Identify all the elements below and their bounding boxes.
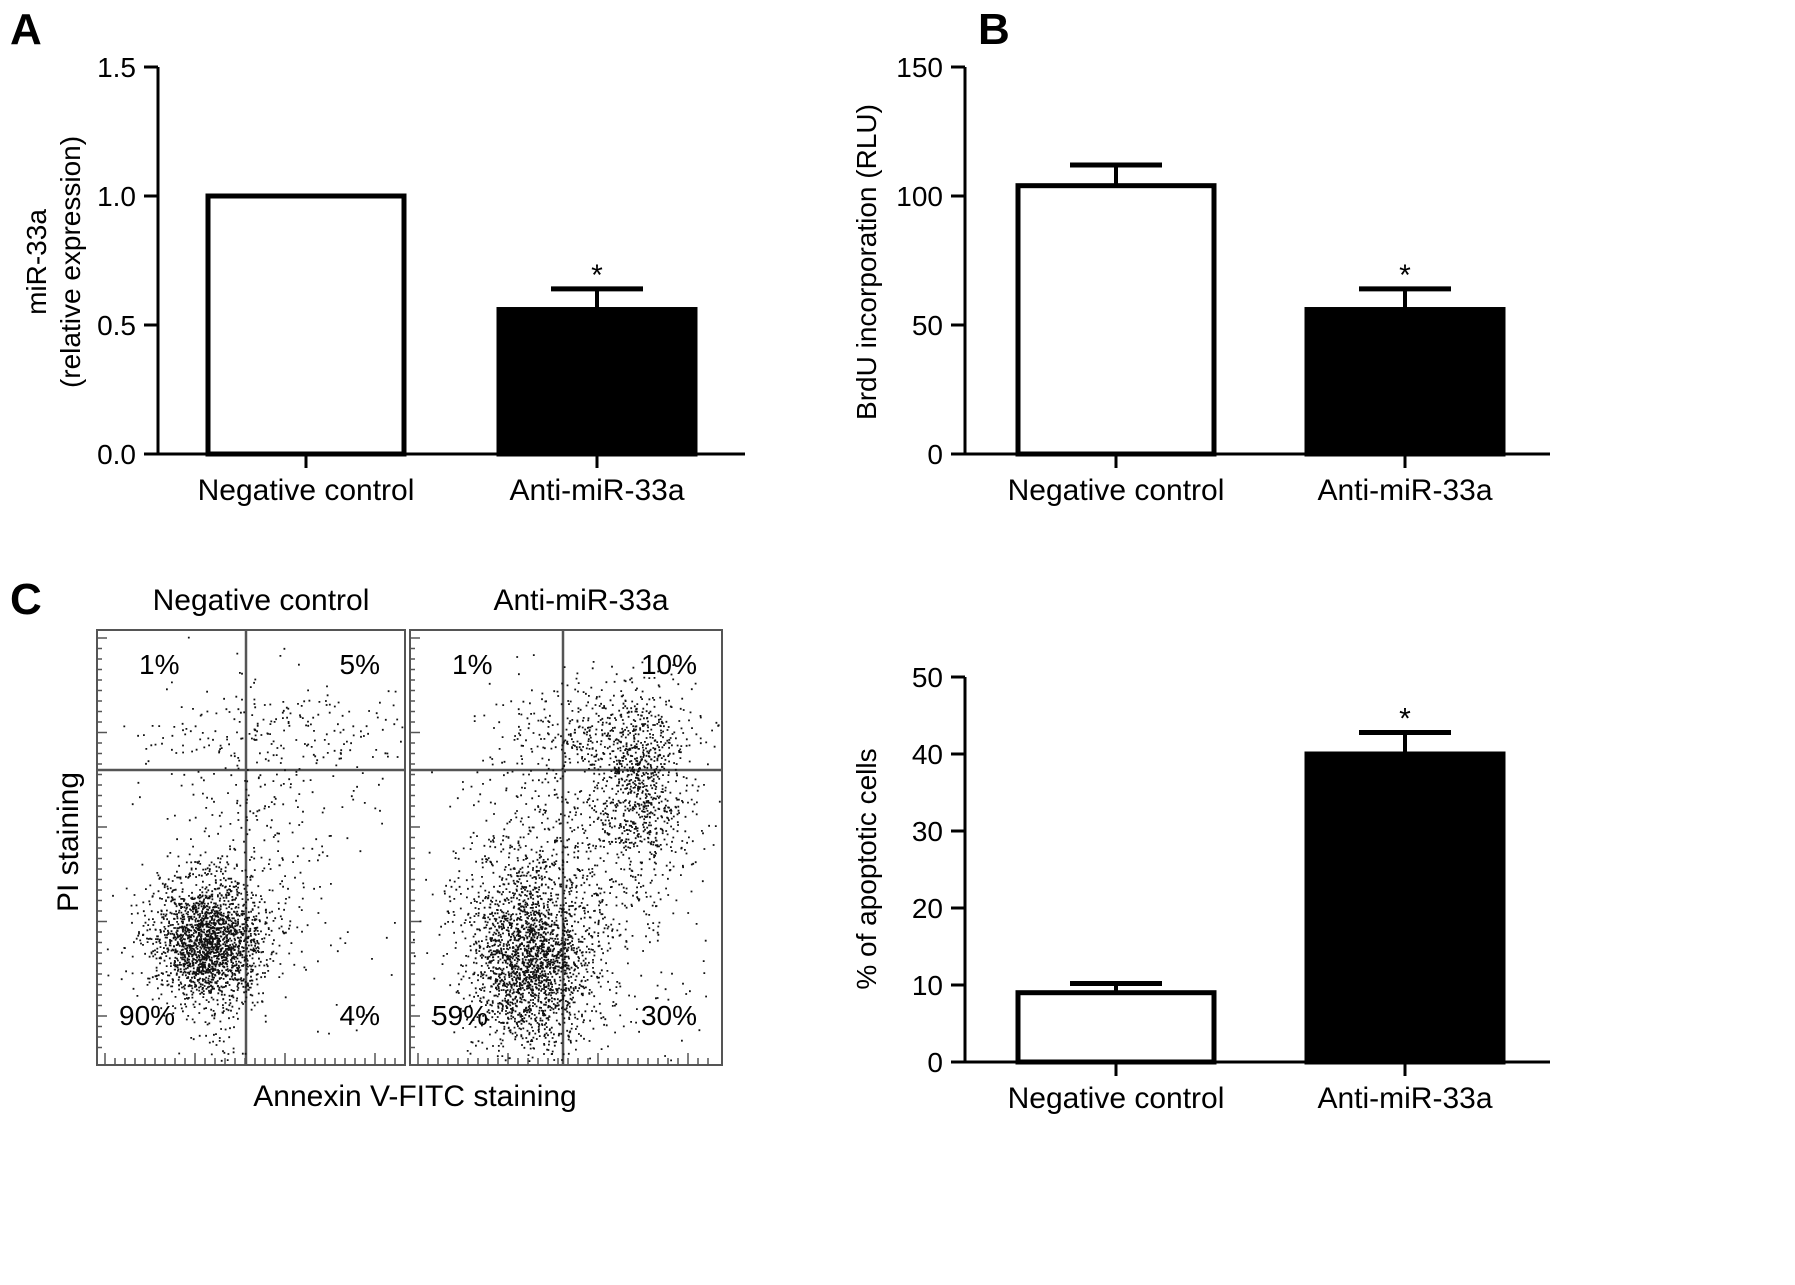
chart-b-ytick-label: 150 [896,52,943,83]
chart-c-bar-ytick-label: 40 [912,739,943,770]
chart-a-ytick-label: 0.5 [97,310,136,341]
flow-plot-1-title: Negative control [153,584,370,617]
chart-a-ytick-label: 1.5 [97,52,136,83]
flow-plot-1-label-lower-left: 90% [119,1000,175,1031]
chart-a-ylabel-line2: (relative expression) [55,136,86,388]
chart-a-ytick-label: 1.0 [97,181,136,212]
panel-letter-b: B [978,5,1010,54]
chart-b-ytick-label: 100 [896,181,943,212]
chart-b-ytick-label: 50 [912,310,943,341]
chart-c-bar-ytick-label: 50 [912,662,943,693]
chart-c-bar-ytick-label: 0 [927,1047,943,1078]
chart-a-category-label: Negative control [198,474,415,507]
chart-c-bar-ytick-label: 30 [912,816,943,847]
flow-plot-2-scatter-points [413,654,721,1062]
flow-plot-1-label-upper-right: 5% [340,649,380,680]
chart-b-ytick-label: 0 [927,439,943,470]
chart-b-ylabel: BrdU incorporation (RLU) [851,104,882,420]
flow-plot-1-label-upper-left: 1% [139,649,179,680]
flow-plot-1-scatter-points [106,636,404,1062]
panel-letter-c: C [10,575,42,624]
chart-b-category-label: Anti-miR-33a [1317,474,1492,507]
chart-c-bar-significance-star: * [1399,702,1411,735]
flow-plot-2-label-upper-left: 1% [452,649,492,680]
flow-plot-2-label-upper-right: 10% [641,649,697,680]
panel-letter-a: A [10,5,42,54]
chart-a-ytick-label: 0.0 [97,439,136,470]
chart-a-ylabel-line1: miR-33a [21,209,52,315]
chart-b-bar [1304,307,1506,457]
flow-plot-2-label-lower-left: 59% [432,1000,488,1031]
chart-b-category-label: Negative control [1008,474,1225,507]
chart-c-bar-ytick-label: 10 [912,970,943,1001]
chart-a-category-label: Anti-miR-33a [509,474,684,507]
chart-c-bar-category-label: Negative control [1008,1082,1225,1115]
chart-c-bar-category-label: Anti-miR-33a [1317,1082,1492,1115]
chart-c-bar-bar [1304,751,1506,1065]
chart-a-bar [205,193,407,457]
chart-c-bar-ylabel: % of apoptotic cells [851,748,882,989]
flow-ylabel: PI staining [52,772,85,912]
chart-a-bar [496,307,698,457]
flow-plot-1-label-lower-right: 4% [340,1000,380,1031]
chart-b-significance-star: * [1399,259,1411,292]
chart-c-bar-bar [1015,990,1217,1065]
chart-a-significance-star: * [591,259,603,292]
flow-plot-2-label-lower-right: 30% [641,1000,697,1031]
flow-plot-2-title: Anti-miR-33a [493,584,668,617]
chart-b-bar [1015,183,1217,457]
chart-c-bar-ytick-label: 20 [912,893,943,924]
flow-xlabel: Annexin V-FITC staining [253,1080,576,1113]
flow-plot-1-frame [96,629,406,1066]
